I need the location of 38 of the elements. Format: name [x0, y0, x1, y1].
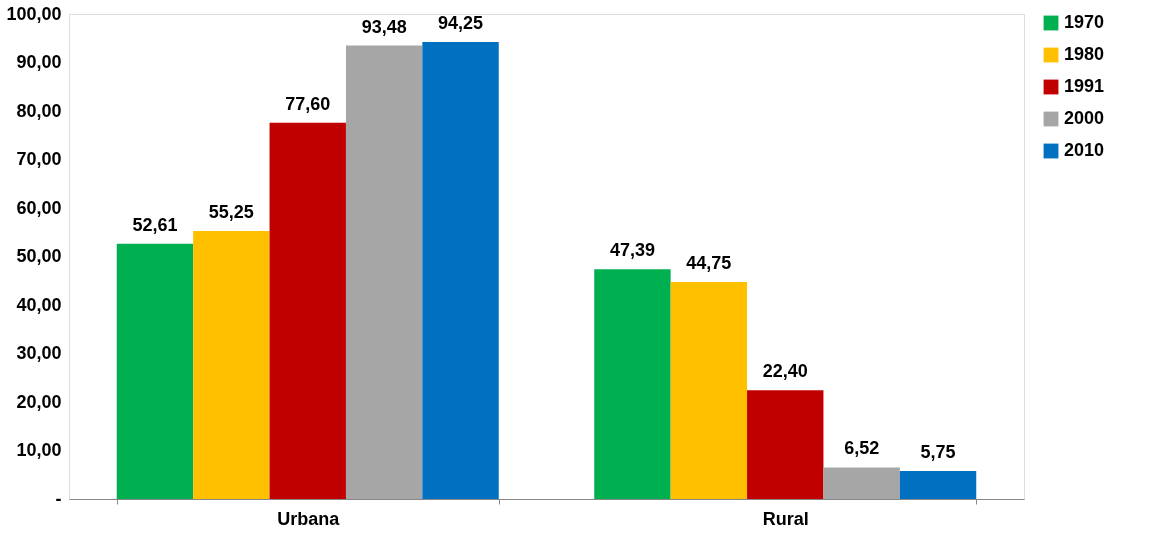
legend-label: 2010 [1064, 140, 1105, 160]
y-tick-label: 20,00 [16, 391, 62, 412]
y-tick-label: 80,00 [16, 100, 62, 121]
y-tick-label: - [55, 488, 62, 509]
bar [823, 467, 900, 499]
legend-label: 1991 [1064, 76, 1105, 96]
y-tick-label: 10,00 [16, 440, 62, 460]
data-label: 5,75 [920, 442, 956, 463]
y-tick-label: 70,00 [16, 149, 62, 169]
data-label: 55,25 [208, 202, 254, 223]
y-tick-label: 60,00 [16, 197, 62, 218]
legend-label: 2000 [1064, 108, 1105, 128]
bar [345, 45, 423, 499]
bar [422, 41, 499, 499]
y-tick-label: 100,00 [6, 3, 62, 24]
bar [747, 390, 824, 499]
y-tick-label: 50,00 [16, 246, 62, 266]
bar [116, 243, 194, 499]
data-label: 47,39 [609, 240, 655, 261]
legend-label: 1980 [1064, 44, 1105, 64]
data-label: 6,52 [844, 438, 880, 459]
y-tick-label: 40,00 [16, 294, 62, 315]
data-label: 22,40 [762, 361, 808, 382]
data-label: 52,61 [132, 214, 178, 235]
x-tick-label: Rural [762, 508, 809, 529]
data-label: 77,60 [285, 93, 331, 114]
data-label: 94,25 [438, 12, 484, 33]
bar [670, 281, 748, 499]
bar [193, 231, 270, 499]
bar [269, 122, 346, 499]
bar [899, 471, 977, 499]
x-tick-label: Urbana [277, 508, 341, 529]
y-tick-label: 90,00 [16, 52, 62, 72]
legend-label: 1970 [1064, 12, 1105, 32]
bar [594, 269, 671, 499]
data-label: 93,48 [361, 16, 407, 37]
y-tick-label: 30,00 [16, 343, 62, 363]
data-label: 44,75 [686, 252, 732, 273]
